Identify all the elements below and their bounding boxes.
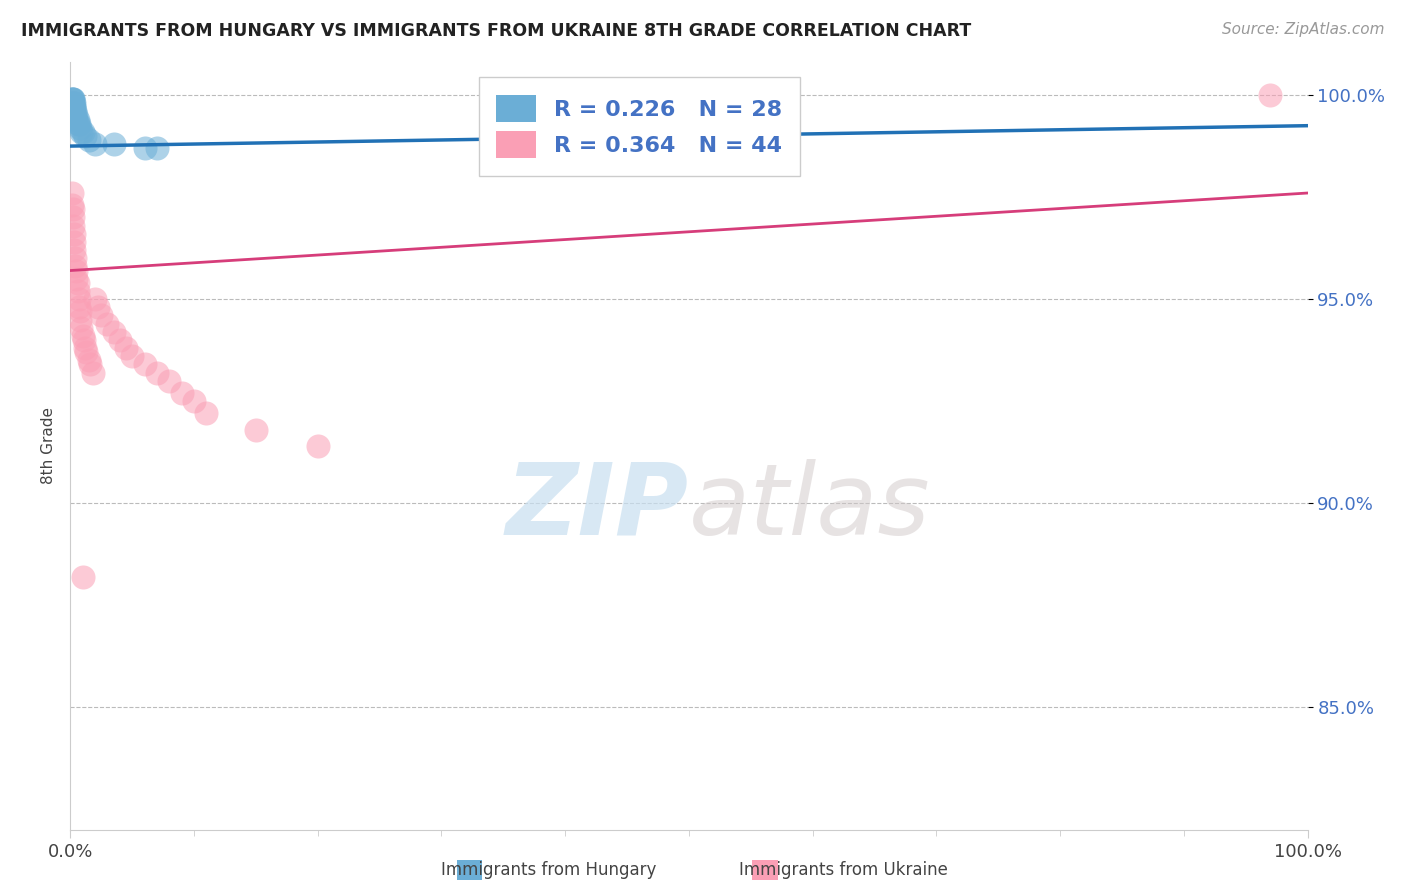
Point <box>170 386 193 401</box>
Point <box>195 406 218 420</box>
Point <box>67 300 90 314</box>
Point <box>72 569 94 583</box>
Point <box>1260 88 1282 103</box>
Point <box>307 439 329 453</box>
Point <box>62 219 84 233</box>
Point <box>115 341 138 355</box>
Y-axis label: 8th Grade: 8th Grade <box>41 408 56 484</box>
Point <box>740 120 762 135</box>
Point <box>134 358 156 372</box>
Point <box>65 252 87 266</box>
Point <box>62 96 84 111</box>
Text: Immigrants from Ukraine: Immigrants from Ukraine <box>740 861 948 879</box>
Point <box>75 128 97 143</box>
Point <box>103 325 125 339</box>
Point <box>69 312 91 326</box>
Text: ZIP: ZIP <box>506 458 689 556</box>
Point <box>84 292 107 306</box>
Point <box>60 92 83 106</box>
Point <box>60 92 83 106</box>
Point <box>134 141 156 155</box>
Point <box>69 304 91 318</box>
Point <box>72 125 94 139</box>
Point <box>96 317 118 331</box>
Point <box>60 198 83 212</box>
Point <box>103 136 125 151</box>
Point <box>63 104 86 119</box>
Point <box>90 309 112 323</box>
Point <box>75 341 97 355</box>
Legend: R = 0.226   N = 28, R = 0.364   N = 44: R = 0.226 N = 28, R = 0.364 N = 44 <box>478 78 800 176</box>
Point <box>67 117 90 131</box>
Point <box>66 276 89 290</box>
Point <box>65 260 87 274</box>
Point <box>79 358 101 372</box>
Point <box>63 100 86 114</box>
Point <box>157 374 180 388</box>
Point <box>67 292 90 306</box>
Point <box>66 112 89 127</box>
Point <box>62 202 84 217</box>
Point <box>66 117 89 131</box>
Point <box>66 284 89 298</box>
Text: Immigrants from Hungary: Immigrants from Hungary <box>440 861 657 879</box>
Text: IMMIGRANTS FROM HUNGARY VS IMMIGRANTS FROM UKRAINE 8TH GRADE CORRELATION CHART: IMMIGRANTS FROM HUNGARY VS IMMIGRANTS FR… <box>21 22 972 40</box>
Point <box>62 211 84 225</box>
Point <box>65 271 87 285</box>
Point <box>75 345 97 359</box>
Point <box>72 328 94 343</box>
Point <box>108 333 131 347</box>
Text: Source: ZipAtlas.com: Source: ZipAtlas.com <box>1222 22 1385 37</box>
Point <box>77 133 100 147</box>
Point <box>63 100 86 114</box>
Point <box>65 108 87 122</box>
Point <box>146 366 169 380</box>
Point <box>65 108 87 122</box>
Text: atlas: atlas <box>689 458 931 556</box>
Point <box>86 300 108 314</box>
Point <box>62 92 84 106</box>
Point <box>73 333 96 347</box>
Point <box>505 125 527 139</box>
Point <box>69 120 91 135</box>
Point <box>62 92 84 106</box>
Point <box>62 96 84 111</box>
Point <box>63 235 86 249</box>
Point <box>65 263 87 277</box>
Point <box>60 186 83 200</box>
Point <box>121 349 143 363</box>
Point <box>183 394 205 409</box>
Point <box>84 136 107 151</box>
Point <box>63 227 86 241</box>
Point <box>65 112 87 127</box>
Point <box>63 243 86 257</box>
Point <box>77 353 100 368</box>
Point <box>70 125 93 139</box>
Point <box>245 423 267 437</box>
Point <box>70 320 93 334</box>
Point <box>82 366 104 380</box>
Point <box>65 104 87 119</box>
Point <box>146 141 169 155</box>
Point <box>63 96 86 111</box>
